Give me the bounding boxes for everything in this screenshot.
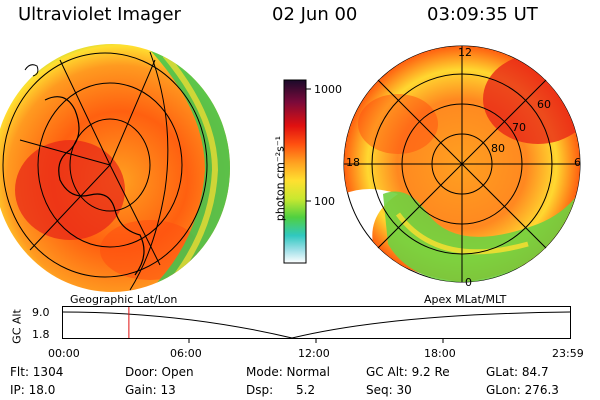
colorbar-tick-100: 100	[314, 195, 335, 208]
time: 03:09:35 UT	[427, 4, 538, 25]
mlt-label-12: 12	[458, 46, 472, 59]
right-aurora-image	[343, 45, 581, 283]
mlat-label-70: 70	[512, 121, 526, 134]
colorbar-label: photon cm⁻²s⁻¹	[273, 135, 287, 222]
mlt-label-6: 6	[574, 156, 581, 169]
alt-xtick-0000: 00:00	[48, 347, 80, 360]
info-seq: Seq: 30	[366, 383, 412, 397]
right-panel-caption: Apex MLat/MLT	[424, 293, 507, 306]
info-flt: Flt: 1304	[10, 365, 64, 379]
left-panel-caption: Geographic Lat/Lon	[70, 293, 178, 306]
alt-xtick-1200: 12:00	[298, 347, 330, 360]
colorbar	[283, 79, 311, 264]
info-ip: IP: 18.0	[10, 383, 56, 397]
left-aurora-image	[0, 44, 230, 292]
colorbar-tick-1000: 1000	[314, 83, 342, 96]
alt-ylabel: GC Alt	[10, 309, 24, 344]
mlt-label-0: 0	[465, 276, 472, 289]
altitude-plot	[62, 306, 571, 343]
info-dsp: Dsp: 5.2	[246, 383, 316, 397]
mlat-label-80: 80	[491, 142, 505, 155]
alt-xtick-1800: 18:00	[424, 347, 456, 360]
info-glon: GLon: 276.3	[486, 383, 559, 397]
info-mode: Mode: Normal	[246, 365, 330, 379]
mlt-label-18: 18	[346, 156, 360, 169]
info-door: Door: Open	[125, 365, 194, 379]
alt-ytick-1.8: 1.8	[32, 328, 50, 341]
mlat-label-60: 60	[537, 98, 551, 111]
date: 02 Jun 00	[272, 4, 358, 25]
info-gain: Gain: 13	[125, 383, 176, 397]
alt-xtick-0600: 06:00	[170, 347, 202, 360]
alt-xtick-2359: 23:59	[552, 347, 584, 360]
alt-ytick-9: 9.0	[32, 306, 50, 319]
info-gc-alt: GC Alt: 9.2 Re	[366, 365, 450, 379]
info-glat: GLat: 84.7	[486, 365, 549, 379]
title: Ultraviolet Imager	[18, 4, 181, 25]
